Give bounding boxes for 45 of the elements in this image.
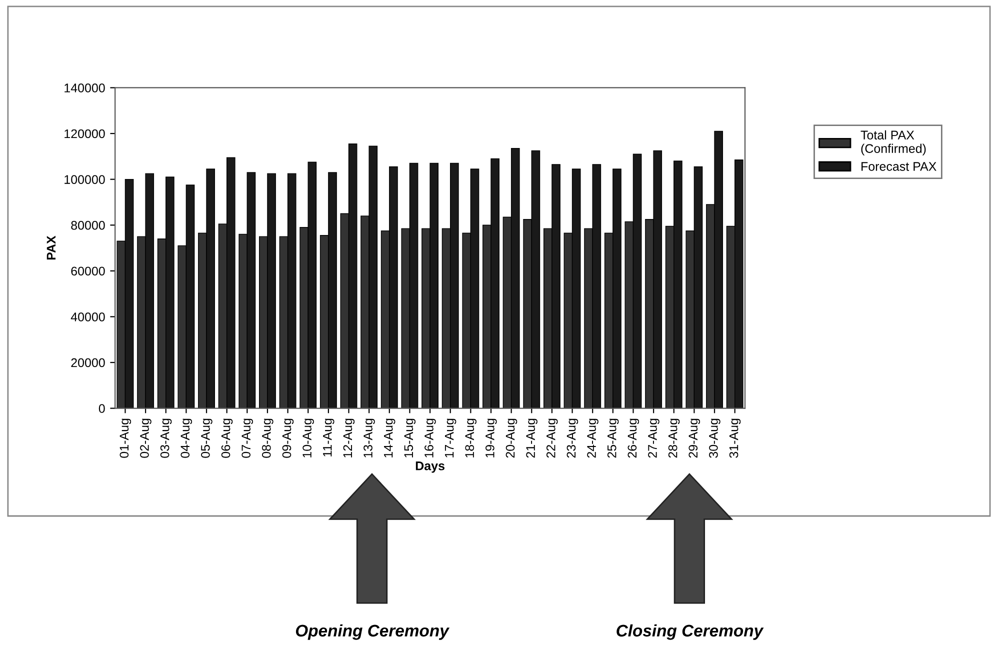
x-tick-label: 26-Aug	[628, 418, 640, 458]
y-tick-label: 20000	[71, 358, 105, 368]
x-tick-label: 17-Aug	[444, 418, 456, 458]
x-tick-label: 28-Aug	[668, 418, 680, 458]
y-tick-label: 80000	[71, 220, 105, 230]
x-tick-label: 22-Aug	[546, 418, 558, 458]
text: Opening Ceremony	[296, 624, 450, 640]
x-tick-label: 15-Aug	[404, 418, 416, 458]
x-tick-label: 12-Aug	[343, 418, 355, 458]
legend-label: Forecast PAX	[862, 162, 936, 171]
x-tick-label: 04-Aug	[180, 418, 192, 458]
y-tick-label: 60000	[71, 266, 105, 276]
x-tick-label: 30-Aug	[709, 418, 720, 458]
y-tick-label: 0	[98, 404, 105, 413]
x-tick-label: 03-Aug	[160, 418, 172, 458]
x-tick-label: 01-Aug	[120, 418, 132, 458]
x-tick-label: 23-Aug	[566, 418, 578, 458]
x-tick-label: 16-Aug	[424, 418, 436, 458]
x-tick-label: 27-Aug	[648, 418, 660, 458]
y-tick-label: 100000	[64, 175, 105, 184]
x-tick-label: 29-Aug	[688, 418, 700, 458]
x-tick-label: 13-Aug	[364, 418, 375, 458]
x-tick-label: 08-Aug	[262, 418, 274, 458]
y-tick-label: 140000	[64, 84, 105, 92]
legend-label: Total PAX (Confirmed)	[860, 130, 926, 156]
x-tick-label: 05-Aug	[201, 418, 212, 458]
y-tick-label: 120000	[64, 129, 105, 138]
x-axis-title: Days	[416, 462, 444, 473]
x-tick-label: 24-Aug	[587, 418, 598, 458]
x-tick-label: 21-Aug	[526, 418, 538, 458]
x-tick-label: 10-Aug	[302, 418, 314, 458]
x-tick-label: 07-Aug	[242, 418, 253, 458]
x-tick-label: 02-Aug	[140, 418, 152, 458]
x-tick-label: 25-Aug	[607, 418, 619, 458]
x-tick-label: 14-Aug	[384, 418, 396, 458]
x-tick-label: 19-Aug	[485, 418, 497, 458]
x-tick-label: 31-Aug	[729, 418, 741, 458]
x-tick-label: 11-Aug	[323, 418, 334, 456]
y-tick-label: 40000	[70, 312, 105, 322]
y-axis-title: PAX	[46, 236, 56, 260]
text: Closing Ceremony	[616, 624, 764, 640]
x-tick-label: 09-Aug	[282, 418, 294, 458]
x-tick-label: 20-Aug	[506, 418, 518, 458]
x-tick-label: 18-Aug	[465, 418, 476, 458]
x-tick-label: 06-Aug	[221, 418, 233, 458]
